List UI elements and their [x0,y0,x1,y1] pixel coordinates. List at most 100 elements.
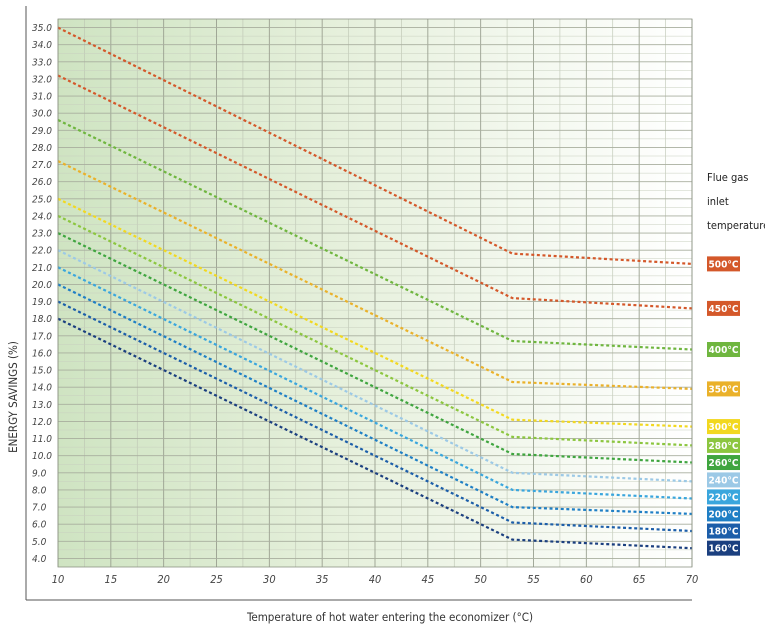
legend-item-500: 500°C [707,256,740,272]
x-axis-label: Temperature of hot water entering the ec… [246,610,533,624]
legend-item-400: 400°C [707,342,740,358]
legend-swatch [707,419,740,435]
y-tick-label: 13.0 [32,400,52,411]
legend-label: 220°C [709,492,739,503]
x-tick-label: 55 [527,573,540,586]
y-tick-labels: 4.0 5.0 6.0 7.0 8.0 9.0 10.0 11.0 12.0 13.0 14.0 15… [32,23,52,565]
legend-label: 280°C [709,441,739,452]
legend-swatch [707,540,740,556]
x-tick-label: 60 [580,573,593,586]
legend-item-160: 160°C [707,540,740,556]
legend-item-450: 450°C [707,300,740,316]
series-line-160 [57,317,693,550]
legend-swatch [707,437,740,453]
legend-label: 350°C [709,384,739,395]
series-line-500 [57,26,693,265]
y-tick-label: 35.0 [32,23,52,34]
y-tick-label: 8.0 [32,485,47,496]
legend-label: 450°C [709,304,739,315]
legend-item-200: 200°C [707,506,740,522]
legend-label: 260°C [709,458,739,469]
legend-label: 200°C [709,509,739,520]
series-line-350 [57,160,693,390]
y-tick-label: 31.0 [32,92,52,103]
legend-title-line-1: Flue gas [707,171,748,184]
series-layer [57,26,693,550]
y-tick-label: 9.0 [32,468,47,479]
y-tick-label: 24.0 [32,211,52,222]
legend-label: 400°C [709,345,739,356]
y-axis-label: ENERGY SAVINGS (%) [6,341,20,453]
legend-label: 300°C [709,422,739,433]
legend-swatch [707,523,740,539]
x-tick-label: 35 [316,573,329,586]
y-tick-label: 34.0 [32,40,52,51]
y-tick-label: 22.0 [32,246,52,257]
legend-swatch [707,489,740,505]
x-tick-label: 30 [263,573,276,586]
series-line-400 [57,119,693,351]
y-tick-label: 29.0 [32,126,52,137]
series-line-240 [57,249,693,483]
x-tick-label: 70 [686,573,699,586]
y-tick-label: 26.0 [32,177,52,188]
series-line-300 [57,197,693,428]
legend-swatch [707,472,740,488]
legend-item-240: 240°C [707,472,740,488]
legend: Flue gas inlet temperature 500°C 450°C 400… [707,171,765,556]
x-tick-labels: 10 15 20 25 30 35 40 45 50 55 60 65 70 [52,573,699,586]
series-line-450 [57,74,693,310]
y-tick-label: 20.0 [32,280,52,291]
y-tick-label: 19.0 [32,297,52,308]
y-tick-label: 15.0 [32,366,52,377]
legend-item-180: 180°C [707,523,740,539]
legend-item-350: 350°C [707,381,740,397]
legend-label: 180°C [709,527,739,538]
x-tick-label: 25 [210,573,223,586]
y-tick-label: 32.0 [32,74,52,85]
y-tick-label: 33.0 [32,57,52,68]
series-line-180 [57,300,693,533]
legend-title-line-3: temperature [707,219,765,232]
legend-swatch [707,506,740,522]
legend-item-220: 220°C [707,489,740,505]
x-tick-label: 15 [105,573,118,586]
x-tick-label: 45 [422,573,435,586]
y-tick-label: 25.0 [32,194,52,205]
y-tick-label: 21.0 [32,263,52,274]
series-line-220 [57,266,693,500]
x-tick-label: 40 [369,573,382,586]
series-line-200 [57,283,693,515]
legend-item-260: 260°C [707,455,740,471]
y-tick-label: 11.0 [32,434,52,445]
y-tick-label: 18.0 [32,314,52,325]
y-tick-label: 16.0 [32,348,52,359]
series-line-260 [57,232,693,464]
y-tick-label: 4.0 [32,554,47,565]
y-tick-label: 30.0 [32,109,52,120]
legend-swatch [707,256,740,272]
legend-swatch [707,300,740,316]
legend-label: 240°C [709,475,739,486]
legend-item-280: 280°C [707,437,740,453]
legend-item-300: 300°C [707,419,740,435]
legend-label: 500°C [709,259,739,270]
y-tick-label: 10.0 [32,451,52,462]
series-line-280 [57,214,693,447]
x-tick-label: 50 [474,573,487,586]
y-tick-label: 27.0 [32,160,52,171]
legend-swatch [707,342,740,358]
x-tick-label: 65 [633,573,646,586]
y-tick-label: 12.0 [32,417,52,428]
y-tick-label: 7.0 [32,503,47,514]
y-tick-label: 17.0 [32,331,52,342]
x-tick-label: 20 [157,573,170,586]
axes [25,6,693,601]
y-tick-label: 28.0 [32,143,52,154]
legend-title-line-2: inlet [707,195,729,208]
y-tick-label: 5.0 [32,537,47,548]
legend-swatch [707,455,740,471]
x-tick-label: 10 [52,573,65,586]
y-tick-label: 14.0 [32,383,52,394]
